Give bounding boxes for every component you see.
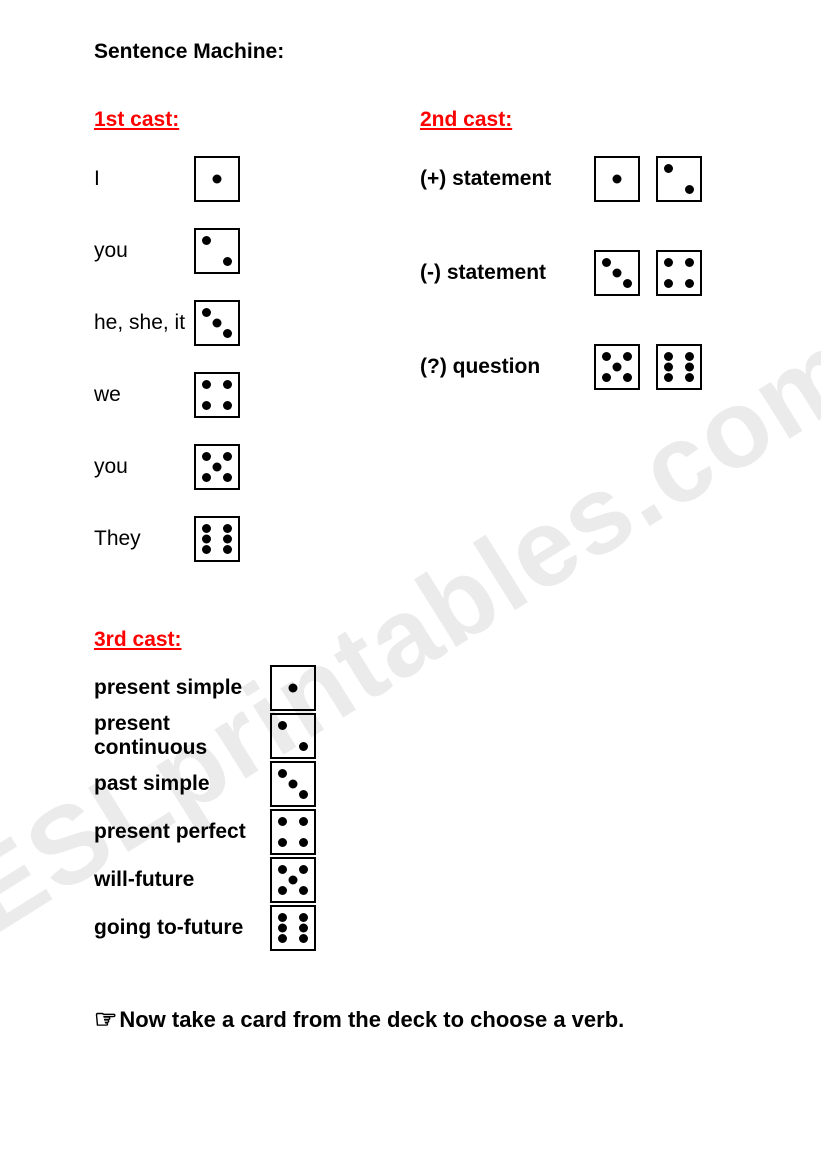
cast2-row: (?) question (420, 344, 800, 390)
section-cast3: 3rd cast: present simple present continu… (94, 628, 821, 952)
die-3-icon (594, 250, 640, 296)
die-2-icon (194, 228, 240, 274)
die-4-icon (270, 809, 316, 855)
cast3-row: past simple (94, 760, 821, 808)
cast3-label: going to-future (94, 916, 270, 940)
die-1-icon (194, 156, 240, 202)
die-3-icon (194, 300, 240, 346)
cast3-row: present perfect (94, 808, 821, 856)
cast1-label: you (94, 239, 194, 263)
cast1-label: he, she, it (94, 311, 194, 335)
cast3-row: present simple (94, 664, 821, 712)
cast3-label: present continuous (94, 712, 270, 760)
page-title: Sentence Machine: (94, 40, 821, 64)
cast3-row: going to-future (94, 904, 821, 952)
die-5-icon (270, 857, 316, 903)
die-1-icon (270, 665, 316, 711)
cast1-label: we (94, 383, 194, 407)
die-6-icon (194, 516, 240, 562)
die-4-icon (656, 250, 702, 296)
die-2-icon (656, 156, 702, 202)
die-6-icon (656, 344, 702, 390)
cast2-row: (+) statement (420, 156, 800, 202)
cast3-row: will-future (94, 856, 821, 904)
heading-cast2: 2nd cast: (420, 108, 800, 132)
dice-pair (594, 250, 702, 296)
heading-cast3: 3rd cast: (94, 628, 821, 652)
cast1-row: he, she, it (94, 300, 420, 346)
cast2-label: (+) statement (420, 167, 594, 191)
cast3-label: past simple (94, 772, 270, 796)
cast1-row: you (94, 444, 420, 490)
cast1-label: you (94, 455, 194, 479)
pointing-hand-icon: ☞ (94, 1004, 117, 1035)
column-cast2: 2nd cast: (+) statement (-) statement (?… (420, 108, 800, 588)
column-cast1: 1st cast: I you he, she, it we you (94, 108, 420, 588)
cast2-label: (-) statement (420, 261, 594, 285)
cast1-row: They (94, 516, 420, 562)
die-5-icon (594, 344, 640, 390)
die-3-icon (270, 761, 316, 807)
cast3-label: present simple (94, 676, 270, 700)
cast1-row: you (94, 228, 420, 274)
die-6-icon (270, 905, 316, 951)
cast1-label: They (94, 527, 194, 551)
columns: 1st cast: I you he, she, it we you (94, 108, 821, 588)
cast3-label: present perfect (94, 820, 270, 844)
die-5-icon (194, 444, 240, 490)
cast3-label: will-future (94, 868, 270, 892)
dice-pair (594, 344, 702, 390)
dice-pair (594, 156, 702, 202)
die-2-icon (270, 713, 316, 759)
cast2-row: (-) statement (420, 250, 800, 296)
die-1-icon (594, 156, 640, 202)
cast1-row: I (94, 156, 420, 202)
die-4-icon (194, 372, 240, 418)
page: Sentence Machine: 1st cast: I you he, sh… (0, 0, 821, 1169)
heading-cast1: 1st cast: (94, 108, 420, 132)
cast3-row: present continuous (94, 712, 821, 760)
cast2-label: (?) question (420, 355, 594, 379)
cast1-row: we (94, 372, 420, 418)
cast1-label: I (94, 167, 194, 191)
instruction: ☞ Now take a card from the deck to choos… (94, 1004, 821, 1035)
instruction-text: Now take a card from the deck to choose … (119, 1007, 624, 1033)
